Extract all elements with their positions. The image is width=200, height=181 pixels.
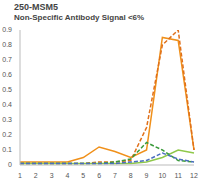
svg-text:7: 7 xyxy=(113,172,117,179)
svg-text:1: 1 xyxy=(18,172,22,179)
svg-text:10: 10 xyxy=(158,172,166,179)
html-text:250-MSM5: 250-MSM5 xyxy=(14,2,58,12)
svg-text:0: 0 xyxy=(8,161,12,168)
svg-text:0.7: 0.7 xyxy=(8,56,12,63)
svg-text:9: 9 xyxy=(145,172,149,179)
svg-text:8: 8 xyxy=(129,172,133,179)
svg-text:0.8: 0.8 xyxy=(8,41,12,48)
svg-text:0.4: 0.4 xyxy=(8,101,12,108)
svg-text:4: 4 xyxy=(66,172,70,179)
svg-text:11: 11 xyxy=(175,172,182,179)
svg-text:6: 6 xyxy=(97,172,101,179)
svg-text:0.9: 0.9 xyxy=(8,26,12,33)
svg-text:0.1: 0.1 xyxy=(8,146,12,153)
html-text:Non-Specific Antibody Signal <: Non-Specific Antibody Signal <6% xyxy=(14,13,145,22)
svg-text:12: 12 xyxy=(190,172,192,179)
svg-text:0.2: 0.2 xyxy=(8,131,12,138)
svg-text:2: 2 xyxy=(34,172,38,179)
svg-text:0.5: 0.5 xyxy=(8,86,12,93)
svg-text:5: 5 xyxy=(81,172,85,179)
svg-text:3: 3 xyxy=(50,172,54,179)
svg-text:0.6: 0.6 xyxy=(8,71,12,78)
svg-text:0.3: 0.3 xyxy=(8,116,12,123)
